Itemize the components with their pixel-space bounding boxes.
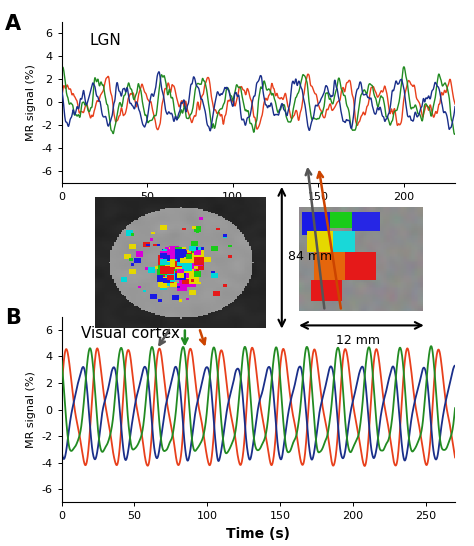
Text: 84 mm: 84 mm bbox=[288, 250, 332, 263]
Y-axis label: MR signal (%): MR signal (%) bbox=[26, 64, 36, 141]
Text: LGN: LGN bbox=[89, 33, 121, 48]
Y-axis label: MR signal (%): MR signal (%) bbox=[26, 371, 36, 448]
Text: A: A bbox=[5, 14, 21, 34]
Text: Visual cortex: Visual cortex bbox=[82, 326, 180, 341]
Text: B: B bbox=[5, 308, 20, 329]
Text: 12 mm: 12 mm bbox=[336, 334, 380, 347]
X-axis label: Time (s): Time (s) bbox=[226, 527, 291, 541]
